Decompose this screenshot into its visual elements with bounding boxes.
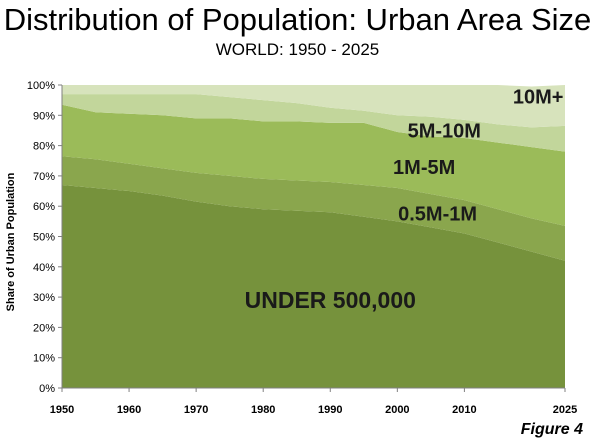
y-tick-label: 30% xyxy=(33,292,55,304)
x-tick-label: 2025 xyxy=(553,404,577,416)
y-tick-label: 100% xyxy=(27,80,55,92)
area-series-3 xyxy=(62,94,565,152)
y-tick-label: 80% xyxy=(33,141,55,153)
chart-title: Distribution of Population: Urban Area S… xyxy=(3,2,592,37)
labels-layer: UNDER 500,000 0.5M-1M 1M-5M 5M-10M 10M+ xyxy=(245,86,564,313)
y-tick-label: 10% xyxy=(33,353,55,365)
area-series-2 xyxy=(62,104,565,226)
y-tick-label: 50% xyxy=(33,232,55,244)
y-tick-label: 20% xyxy=(33,322,55,334)
x-tick-label: 1980 xyxy=(251,404,275,416)
x-tick-label: 1990 xyxy=(318,404,342,416)
area-series-4 xyxy=(62,85,565,128)
series-label-4: 10M+ xyxy=(513,86,564,108)
axes-layer: 0% 10% 20% 30% 40% 50% 60% 70% 80% 90% 100% 1950 196… xyxy=(27,80,577,416)
x-tick-label: 1970 xyxy=(184,404,208,416)
area-series-0 xyxy=(62,184,565,388)
y-tick-label: 60% xyxy=(33,201,55,213)
x-tick-label: 2000 xyxy=(385,404,409,416)
y-tick-label: 40% xyxy=(33,262,55,274)
x-tick-label: 1960 xyxy=(117,404,141,416)
y-tick-label: 0% xyxy=(39,383,55,395)
figure-label: Figure 4 xyxy=(520,421,583,438)
series-label-0: UNDER 500,000 xyxy=(245,287,416,313)
series-label-3: 5M-10M xyxy=(408,120,481,142)
y-axis-label: Share of Urban Population xyxy=(5,172,17,311)
areas-layer xyxy=(62,85,565,388)
series-label-1: 0.5M-1M xyxy=(398,204,477,226)
series-label-2: 1M-5M xyxy=(393,157,455,179)
x-tick-label: 1950 xyxy=(50,404,74,416)
y-tick-label: 90% xyxy=(33,110,55,122)
y-tick-label: 70% xyxy=(33,171,55,183)
x-tick-label: 2010 xyxy=(452,404,476,416)
area-series-1 xyxy=(62,156,565,261)
chart-subtitle: WORLD: 1950 - 2025 xyxy=(215,40,380,59)
